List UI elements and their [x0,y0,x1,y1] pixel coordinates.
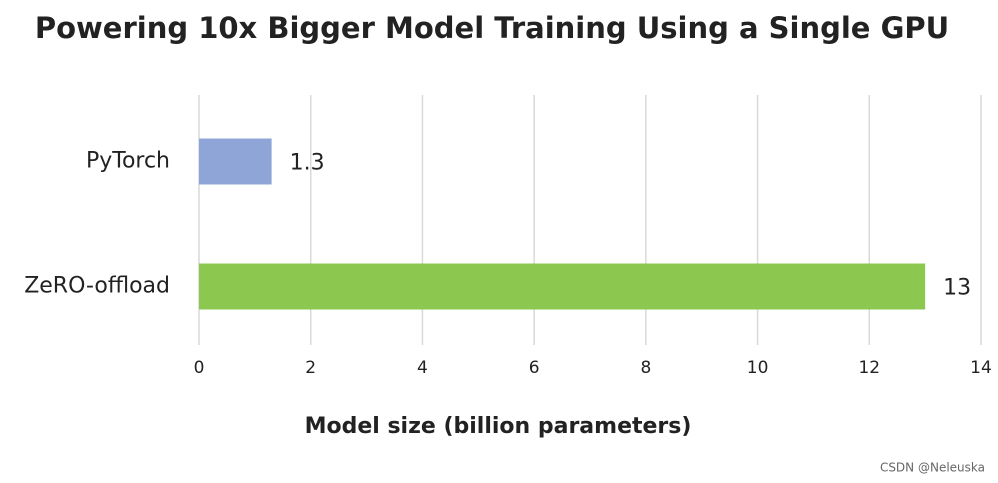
y-tick-label: PyTorch [86,149,170,174]
x-tick-label: 8 [640,358,651,378]
bar [199,263,926,310]
x-tick-label: 6 [529,358,540,378]
x-tick-label: 4 [417,358,428,378]
x-axis-title: Model size (billion parameters) [305,414,692,439]
x-tick-label: 14 [970,358,992,378]
watermark: CSDN @Neleuska [880,461,985,475]
x-tick-label: 2 [305,358,316,378]
y-tick-label: ZeRO-offload [24,274,170,299]
data-label: 13 [943,276,971,301]
chart-title: Powering 10x Bigger Model Training Using… [35,11,949,45]
bar [199,138,272,185]
x-tick-label: 10 [747,358,769,378]
x-tick-label: 0 [194,358,205,378]
data-label: 1.3 [290,151,325,176]
x-tick-label: 12 [858,358,880,378]
